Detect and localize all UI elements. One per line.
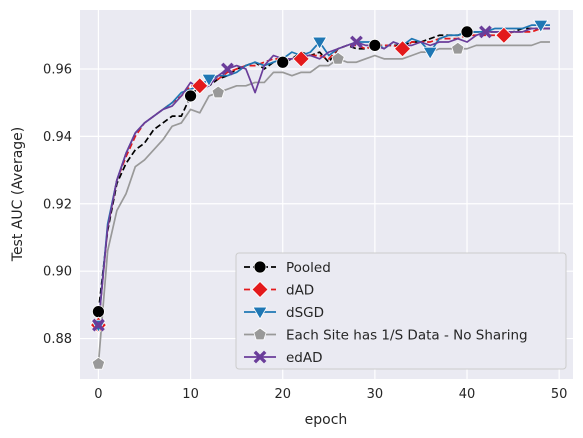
series-4-marker (479, 25, 492, 39)
x-axis-label: epoch (305, 412, 348, 428)
series-4-marker-stroke (350, 35, 363, 49)
legend-marker-4 (253, 350, 267, 364)
series-2-marker (422, 46, 438, 60)
series-4-marker-stroke (92, 318, 105, 332)
legend-marker-1 (251, 280, 269, 299)
series-line-4 (97, 27, 550, 326)
y-axis-label: Test AUC (Average) (10, 127, 26, 262)
series-4-marker (350, 35, 363, 49)
legend-label-2: dSGD (286, 305, 324, 321)
x-tick-labels: 0 10 20 30 40 50 (94, 387, 567, 402)
series-3-marker (331, 51, 345, 65)
y-tick-labels: 0.88 0.90 0.92 0.94 0.96 (43, 62, 72, 347)
series-3-marker (91, 356, 106, 370)
legend-marker-0 (253, 260, 267, 274)
series-0-marker (276, 55, 290, 69)
legend-box (235, 252, 567, 370)
legend-marker-2 (252, 306, 268, 320)
legend-marker-3 (253, 327, 267, 341)
series-markers (89, 19, 549, 370)
series-4-marker (221, 62, 234, 76)
series-2-marker (533, 19, 549, 33)
series-0-marker (368, 38, 382, 52)
x-tick-label: 30 (367, 387, 384, 402)
y-tick-label: 0.96 (43, 62, 72, 77)
x-tick-label: 50 (551, 387, 568, 402)
series-0-marker (184, 89, 197, 103)
x-tick-label: 10 (182, 387, 199, 402)
series-lines (97, 24, 550, 364)
series-1-marker (191, 77, 209, 95)
legend-label-3: Each Site has 1/S Data - No Sharing (286, 327, 528, 343)
series-line-2 (97, 24, 550, 326)
series-4-marker (92, 318, 105, 332)
legend-label-4: edAD (286, 350, 323, 366)
series-3-marker (451, 41, 465, 55)
series-4-marker-stroke (221, 62, 234, 76)
x-tick-label: 0 (94, 387, 102, 402)
legend-label-0: Pooled (286, 260, 331, 276)
series-2-marker (201, 73, 217, 87)
y-tick-label: 0.92 (43, 197, 72, 212)
x-tick-label: 20 (274, 387, 291, 402)
series-0-marker (92, 305, 105, 319)
series-line-3 (97, 41, 550, 364)
series-1-marker (292, 50, 310, 68)
y-tick-label: 0.94 (43, 130, 72, 145)
x-tick-label: 40 (459, 387, 476, 402)
y-tick-label: 0.90 (43, 265, 72, 280)
y-tick-label: 0.88 (43, 332, 72, 347)
legend-label-1: dAD (286, 282, 314, 298)
series-3-marker (211, 85, 225, 99)
series-0-marker (460, 25, 474, 39)
series-1-marker (495, 26, 513, 44)
series-2-marker (311, 36, 328, 50)
legend-marker-4-stroke (253, 350, 267, 364)
legend: Pooled dAD dSGD Each Site has 1/S Data - No… (235, 252, 567, 370)
series-1-marker (393, 40, 412, 58)
series-4-marker-stroke (479, 25, 492, 39)
